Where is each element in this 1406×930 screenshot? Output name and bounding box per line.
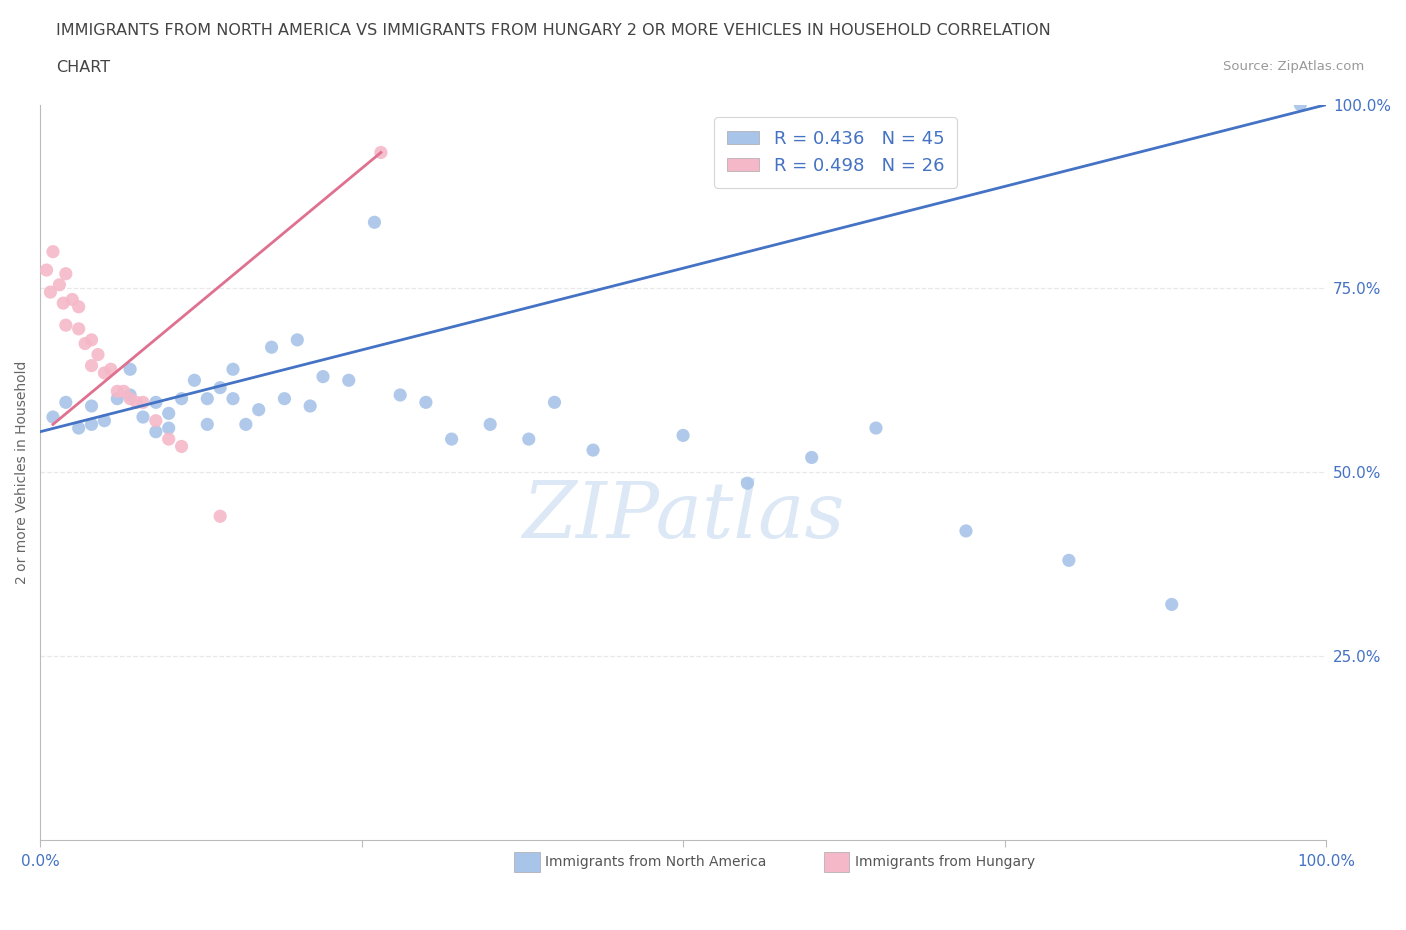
Point (93, 365, 115, 380)
Point (955, 524, 977, 538)
Point (120, 392, 142, 406)
Legend: R = 0.436   N = 45, R = 0.498   N = 26: R = 0.436 N = 45, R = 0.498 N = 26 (714, 117, 957, 188)
Point (157, 405, 180, 420)
Point (42, 409, 65, 424)
Point (80, 417, 103, 432)
Point (80, 399, 103, 414)
Point (105, 384, 128, 399)
Point (1160, 597, 1182, 612)
Point (299, 399, 322, 414)
Point (363, 215, 385, 230)
Point (865, 420, 887, 435)
Point (209, 380, 232, 395)
Point (112, 384, 135, 399)
Point (67, 322, 90, 337)
Point (42, 245, 65, 259)
Text: IMMIGRANTS FROM NORTH AMERICA VS IMMIGRANTS FROM HUNGARY 2 OR MORE VEHICLES IN H: IMMIGRANTS FROM NORTH AMERICA VS IMMIGRA… (56, 23, 1052, 38)
Text: Source: ZipAtlas.com: Source: ZipAtlas.com (1223, 60, 1364, 73)
Point (75, 336, 97, 351)
Point (120, 362, 142, 377)
Point (55, 395, 77, 410)
Point (209, 509, 232, 524)
Point (1057, 553, 1080, 568)
Point (87, 347, 110, 362)
Point (672, 428, 695, 443)
Point (157, 420, 180, 435)
Point (170, 439, 193, 454)
Point (285, 332, 308, 347)
Point (737, 476, 759, 491)
Point (222, 362, 245, 377)
Point (389, 388, 412, 403)
Point (582, 443, 605, 458)
Point (35, 262, 58, 277)
Point (370, 145, 392, 160)
Point (415, 395, 437, 410)
Point (247, 403, 270, 418)
Point (145, 424, 167, 439)
Point (80, 358, 103, 373)
Point (312, 369, 335, 384)
Y-axis label: 2 or more Vehicles in Household: 2 or more Vehicles in Household (15, 361, 30, 584)
Point (235, 417, 257, 432)
Point (132, 409, 155, 424)
Point (337, 373, 360, 388)
Point (543, 395, 565, 410)
Point (120, 388, 142, 403)
Point (93, 413, 115, 428)
Point (67, 299, 90, 314)
Point (80, 332, 103, 347)
Text: ZIPatlas: ZIPatlas (522, 478, 844, 554)
Point (273, 392, 295, 406)
Point (517, 432, 540, 446)
Point (440, 432, 463, 446)
Point (260, 339, 283, 354)
Point (55, 266, 77, 281)
Point (800, 450, 823, 465)
Point (67, 420, 90, 435)
Point (145, 413, 167, 428)
Point (195, 392, 218, 406)
Point (157, 432, 180, 446)
Point (145, 395, 167, 410)
Text: CHART: CHART (56, 60, 110, 75)
Point (479, 417, 502, 432)
Point (55, 318, 77, 333)
Point (183, 373, 205, 388)
Point (60, 292, 83, 307)
Text: Immigrants from North America: Immigrants from North America (546, 855, 766, 869)
Point (105, 392, 128, 406)
Point (132, 395, 155, 410)
Point (52, 296, 75, 311)
Point (195, 417, 218, 432)
Point (1289, 98, 1312, 113)
Point (222, 392, 245, 406)
Point (39, 285, 62, 299)
Point (170, 392, 193, 406)
Point (48, 277, 70, 292)
Point (100, 362, 122, 377)
Text: Immigrants from Hungary: Immigrants from Hungary (855, 855, 1035, 869)
Point (125, 395, 148, 410)
